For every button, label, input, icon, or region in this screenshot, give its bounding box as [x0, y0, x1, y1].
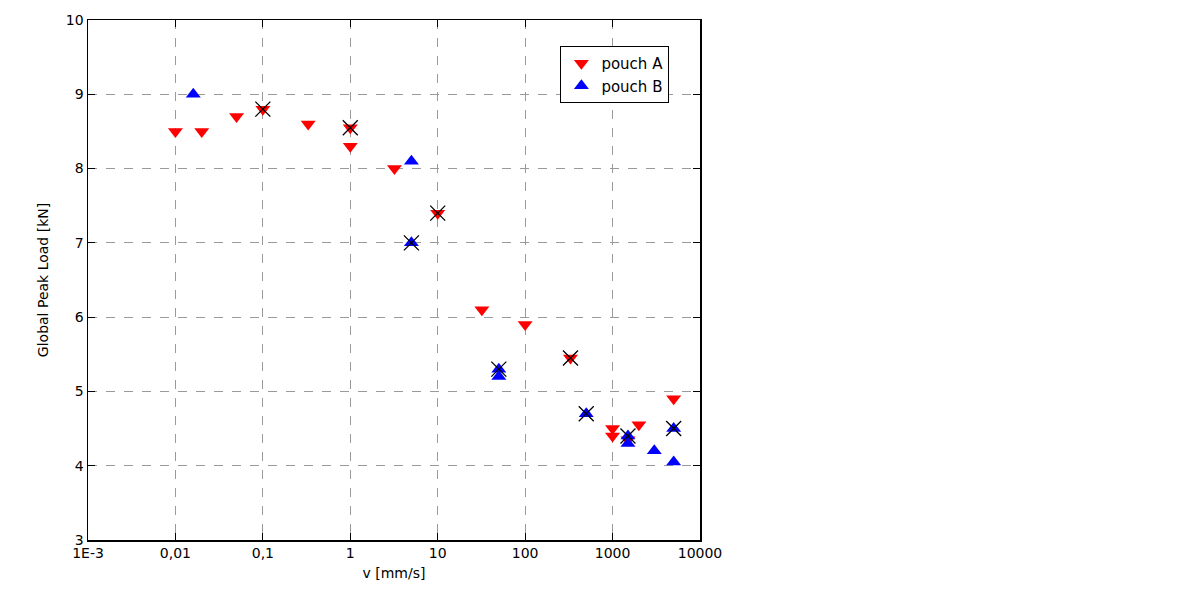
svg-text:pouch A: pouch A	[601, 55, 663, 73]
svg-text:3: 3	[75, 532, 84, 548]
svg-text:10: 10	[66, 12, 84, 28]
svg-text:9: 9	[75, 86, 84, 102]
svg-text:4: 4	[75, 458, 84, 474]
svg-text:0,01: 0,01	[160, 545, 191, 561]
svg-text:100: 100	[512, 545, 539, 561]
svg-text:1: 1	[346, 545, 355, 561]
svg-text:1000: 1000	[595, 545, 631, 561]
svg-text:8: 8	[75, 160, 84, 176]
svg-text:7: 7	[75, 235, 84, 251]
svg-text:6: 6	[75, 309, 84, 325]
svg-text:5: 5	[75, 383, 84, 399]
svg-text:Global Peak Load [kN]: Global Peak Load [kN]	[35, 203, 51, 357]
svg-text:10: 10	[429, 545, 447, 561]
svg-text:pouch B: pouch B	[601, 78, 662, 96]
svg-text:10000: 10000	[678, 545, 723, 561]
svg-text:0,1: 0,1	[252, 545, 274, 561]
svg-text:v [mm/s]: v [mm/s]	[363, 565, 426, 581]
svg-text:1E-3: 1E-3	[72, 545, 104, 561]
